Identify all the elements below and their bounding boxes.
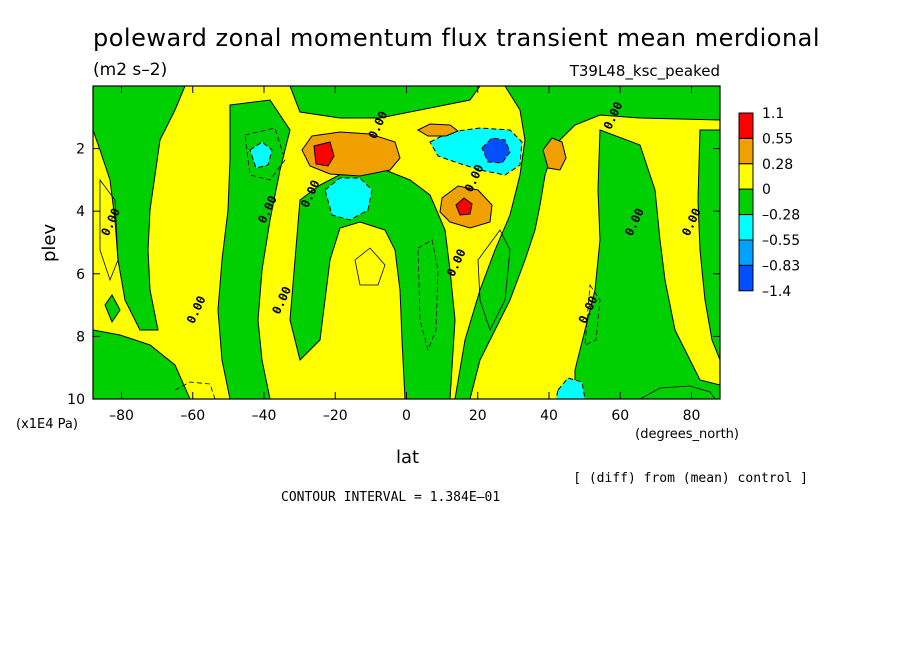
contour-interval-note: CONTOUR INTERVAL = 1.384E–01 bbox=[281, 490, 500, 505]
pos-contour-south-far bbox=[99, 178, 119, 282]
legend-swatch-1 bbox=[738, 137, 754, 165]
neg-contour-south-mid bbox=[244, 127, 286, 181]
neg-region-far-south-lower bbox=[93, 329, 191, 399]
pos-contour-north bbox=[477, 229, 511, 332]
neg-core-south-mid bbox=[324, 177, 373, 221]
y-tick-label-2: 6 bbox=[76, 267, 85, 283]
y-tick-label-3: 8 bbox=[76, 329, 85, 345]
colorbar-legend: 1.1 0.55 0.28 0 –0.28 –0.55 –0.83 –1.4 bbox=[738, 106, 800, 300]
legend-label-2: 0.28 bbox=[762, 157, 793, 173]
x-tick-label-3: –20 bbox=[323, 408, 348, 424]
neg-region-far-south-upper bbox=[93, 86, 186, 331]
legend-label-7: –1.4 bbox=[762, 284, 791, 300]
pos-core-north bbox=[542, 137, 567, 171]
pos-contour-south bbox=[354, 247, 386, 286]
neg-region-north-mid bbox=[454, 86, 720, 399]
x-axis-units: (degrees_north) bbox=[635, 427, 739, 442]
neg-region-equator-upper bbox=[289, 86, 481, 119]
x-tick-label-8: 80 bbox=[683, 408, 701, 424]
y-tick-label-1: 4 bbox=[76, 204, 85, 220]
legend-swatch-6 bbox=[738, 264, 754, 292]
x-tick-label-6: 40 bbox=[540, 408, 558, 424]
x-tick-label-7: 60 bbox=[611, 408, 629, 424]
contour-field bbox=[93, 86, 720, 399]
neg-region-small-south bbox=[104, 294, 121, 324]
neg-core-north-surface bbox=[555, 377, 586, 399]
legend-label-3: 0 bbox=[762, 182, 771, 198]
y-axis-units: (x1E4 Pa) bbox=[16, 417, 78, 432]
x-axis: –80 –60 –40 –20 0 20 40 60 80 bbox=[109, 86, 700, 424]
experiment-label: T39L48_ksc_peaked bbox=[569, 62, 720, 81]
neg-core-south-lower bbox=[249, 141, 273, 169]
legend-label-5: –0.55 bbox=[762, 233, 800, 249]
x-axis-title: lat bbox=[396, 447, 419, 468]
neg-contour-subtropics bbox=[417, 239, 439, 352]
y-axis-title: plev bbox=[39, 223, 60, 262]
neg-region-north-high bbox=[574, 129, 720, 399]
pos-contour-north-surface bbox=[639, 385, 716, 399]
legend-label-1: 0.55 bbox=[762, 131, 793, 147]
x-tick-label-1: –60 bbox=[180, 408, 205, 424]
x-tick-label-0: –80 bbox=[109, 408, 134, 424]
x-tick-label-2: –40 bbox=[252, 408, 277, 424]
pos-core-south-strong bbox=[313, 141, 335, 167]
legend-label-6: –0.83 bbox=[762, 258, 800, 274]
x-tick-label-5: 20 bbox=[469, 408, 487, 424]
legend-label-0: 1.1 bbox=[762, 106, 784, 122]
y-axis: 2 4 6 8 10 bbox=[67, 142, 720, 408]
neg-contour-surface-south bbox=[174, 381, 216, 399]
legend-swatch-0 bbox=[738, 112, 754, 139]
pos-core-upper-thin bbox=[416, 123, 459, 137]
chart-title: poleward zonal momentum flux transient m… bbox=[93, 24, 820, 52]
neg-region-subtropics bbox=[289, 167, 456, 399]
neg-region-south-mid bbox=[217, 99, 291, 399]
neg-core-north-strong bbox=[481, 137, 511, 164]
legend-label-4: –0.28 bbox=[762, 208, 800, 224]
units-label: (m2 s–2) bbox=[93, 60, 167, 80]
legend-swatch-3 bbox=[738, 188, 754, 216]
y-tick-label-4: 10 bbox=[67, 392, 85, 408]
x-tick-label-4: 0 bbox=[402, 408, 411, 424]
neg-region-north-east bbox=[697, 129, 720, 361]
pos-core-tropics-strong bbox=[455, 197, 473, 216]
legend-swatch-4 bbox=[738, 214, 754, 241]
legend-swatch-2 bbox=[738, 163, 754, 190]
y-tick-label-0: 2 bbox=[76, 142, 85, 158]
diff-note: [ (diff) from (mean) control ] bbox=[573, 471, 808, 486]
neg-contour-north-mid bbox=[584, 283, 601, 346]
legend-swatch-5 bbox=[738, 239, 754, 266]
